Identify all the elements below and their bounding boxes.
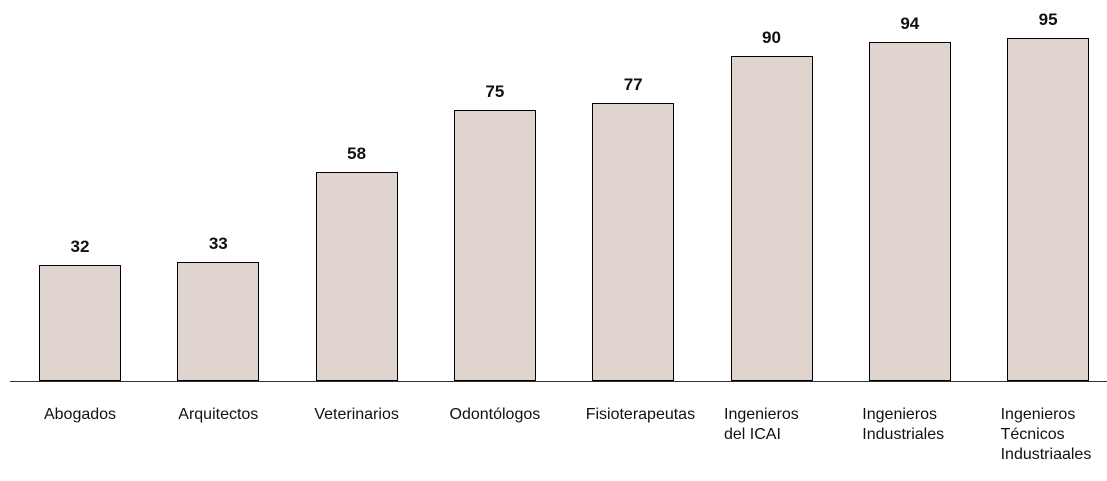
bar xyxy=(39,265,121,381)
baseline xyxy=(10,381,1107,382)
value-label: 33 xyxy=(208,233,228,253)
x-tick-label: Abogados xyxy=(11,405,149,425)
value-label: 94 xyxy=(900,13,920,33)
bar xyxy=(730,56,813,381)
category-text: Veterinarios xyxy=(314,406,399,423)
category-text: Fisioterapeutas xyxy=(585,406,696,423)
x-tick-label: Fisioterapeutas xyxy=(564,405,702,425)
x-tick-label: Ingenieros del ICAI xyxy=(703,405,841,445)
category-text: Ingenieros Industriales xyxy=(862,406,945,443)
x-tick-label: Arquitectos xyxy=(149,405,287,425)
x-tick-label: Odontólogos xyxy=(426,405,564,425)
category-text: Abogados xyxy=(43,406,117,423)
bar xyxy=(1007,38,1090,381)
value-label: 32 xyxy=(70,237,90,257)
bar xyxy=(592,103,675,381)
category-text: Arquitectos xyxy=(178,406,259,423)
x-tick-label: Ingenieros Técnicos Industriaales xyxy=(979,405,1107,465)
bar xyxy=(868,41,951,381)
x-tick-label: Veterinarios xyxy=(288,405,426,425)
category-text: Ingenieros Técnicos Industriaales xyxy=(1000,406,1092,463)
value-label: 75 xyxy=(485,82,505,102)
bar xyxy=(453,110,536,381)
x-tick-label: Ingenieros Industriales xyxy=(841,405,979,445)
category-text: Odontólogos xyxy=(449,406,541,423)
bar xyxy=(315,171,398,381)
value-label: 58 xyxy=(347,143,367,163)
value-label: 77 xyxy=(623,75,643,95)
bar xyxy=(177,261,260,381)
value-label: 90 xyxy=(762,28,781,48)
value-label: 95 xyxy=(1038,10,1058,30)
category-text: Ingenieros del ICAI xyxy=(724,406,799,443)
